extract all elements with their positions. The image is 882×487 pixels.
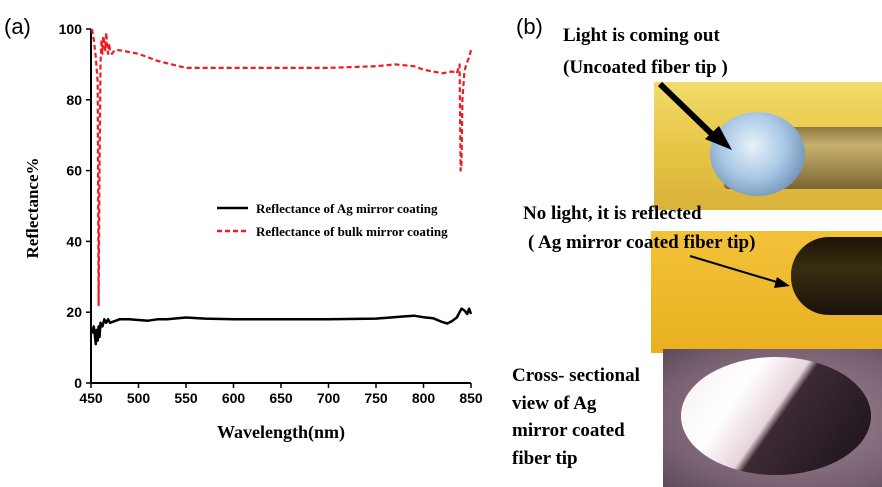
arrow-1-head <box>705 126 732 150</box>
caption-coated-line1: No light, it is reflected <box>523 203 702 224</box>
arrow-2 <box>689 255 781 284</box>
x-tick-label: 500 <box>127 390 151 406</box>
caption-cross-line1: Cross- sectional <box>512 365 640 386</box>
series-ag-line <box>90 307 473 346</box>
panel-a-label: (a) <box>4 14 31 39</box>
coated-fiber-body <box>791 237 882 315</box>
caption-uncoated-line1: Light is coming out <box>563 25 720 46</box>
x-tick-label: 600 <box>222 390 246 406</box>
x-tick-label: 550 <box>174 390 198 406</box>
y-tick-label: 0 <box>74 375 82 391</box>
series-bulk-line <box>90 28 473 307</box>
y-tick-label: 100 <box>59 21 83 37</box>
arrow-2-head <box>774 277 790 288</box>
x-tick-label: 800 <box>412 390 436 406</box>
chart-legend: Reflectance of Ag mirror coating Reflect… <box>217 201 448 239</box>
caption-uncoated-line2: (Uncoated fiber tip ) <box>563 57 728 78</box>
y-tick-label: 80 <box>66 92 82 108</box>
x-tick-label: 700 <box>317 390 341 406</box>
coated-fiber-photo <box>651 231 882 353</box>
fiber-cross-section <box>681 357 871 475</box>
x-tick-label: 650 <box>269 390 293 406</box>
uncoated-fiber-photo <box>654 82 882 210</box>
glowing-fiber-tip <box>710 112 805 196</box>
x-tick-label: 850 <box>459 390 483 406</box>
legend-label-ag: Reflectance of Ag mirror coating <box>256 201 438 216</box>
caption-cross-line4: fiber tip <box>512 448 578 469</box>
panel-b-label: (b) <box>516 14 543 39</box>
x-tick-label: 450 <box>79 390 103 406</box>
chart-ticks: 450 500 550 600 650 700 750 800 850 0 20 40 60 80 100 <box>59 21 483 406</box>
y-tick-label: 60 <box>66 163 82 179</box>
legend-label-bulk: Reflectance of bulk mirror coating <box>256 224 448 239</box>
caption-cross-line3: mirror coated <box>512 420 625 441</box>
reflectance-chart: 450 500 550 600 650 700 750 800 850020406080100 … <box>23 21 483 443</box>
x-axis-label: Wavelength(nm) <box>217 422 345 443</box>
y-tick-label: 40 <box>66 233 82 249</box>
arrow-1 <box>657 81 721 143</box>
caption-coated-line2: ( Ag mirror coated fiber tip) <box>528 232 756 253</box>
chart-series <box>90 28 473 346</box>
caption-cross-line2: view of Ag <box>512 393 597 414</box>
y-tick-label: 20 <box>66 304 82 320</box>
y-axis-label: Reflectance% <box>23 157 42 258</box>
x-tick-label: 750 <box>364 390 388 406</box>
cross-section-photo <box>663 349 882 487</box>
